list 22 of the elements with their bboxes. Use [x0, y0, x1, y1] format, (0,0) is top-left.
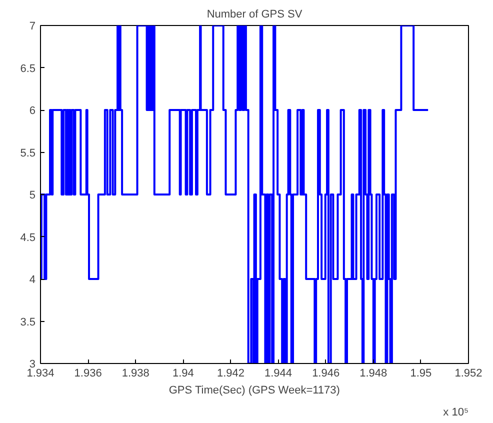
text: x 10⁵: [443, 406, 469, 418]
y-tick-label: 5: [29, 190, 36, 202]
y-tick-label: 7: [29, 20, 36, 32]
x-tick-label: 1.938: [122, 368, 150, 380]
y-tick-label: 5.5: [20, 147, 36, 160]
x-tick-label: 1.946: [312, 368, 340, 380]
y-tick-label: 4: [29, 274, 36, 286]
y-tick-label: 6.5: [20, 62, 36, 75]
x-tick-label: 1.942: [216, 368, 244, 380]
x-tick-label: 1.944: [264, 368, 292, 380]
y-tick-label: 4.5: [20, 232, 36, 244]
x-tick-label: 1.95: [410, 368, 432, 380]
y-tick-label: 6: [29, 105, 36, 117]
x-axis-title: GPS Time(Sec) (GPS Week=1173): [168, 384, 340, 396]
x-tick-label: 1.936: [74, 368, 102, 380]
chart-title: Number of GPS SV: [206, 8, 303, 20]
x-tick-label: 1.934: [26, 368, 54, 380]
x-tick-label: 1.948: [360, 368, 388, 380]
y-tick-label: 3: [29, 358, 36, 370]
x-tick-label: 1.952: [454, 368, 482, 380]
y-tick-label: 3.5: [20, 316, 36, 328]
x-tick-label: 1.94: [172, 368, 194, 380]
